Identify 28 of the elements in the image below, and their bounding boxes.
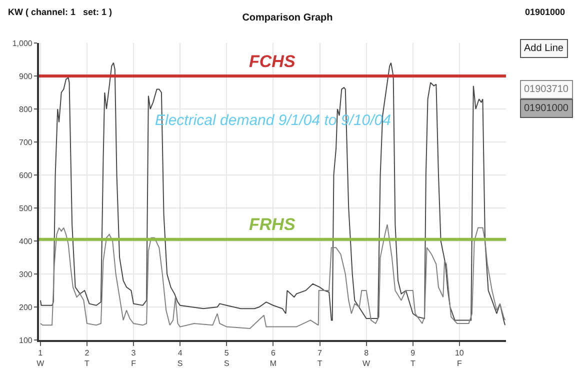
chart-title: Comparison Graph [242,12,333,24]
ref-line-label: FRHS [249,215,296,234]
x-tick-label: 6 M [270,348,277,368]
y-tick-label: 100 [19,336,33,345]
x-tick-label: 2 T [84,348,90,368]
x-tick-label: 5 S [224,348,230,368]
x-tick-label: 7 T [317,348,323,368]
y-tick-label: 900 [19,72,33,81]
y-tick-label: 700 [19,138,33,147]
x-tick-label: 3 F [131,348,136,368]
text: Add Line [524,43,564,54]
y-tick-label: 400 [19,236,33,246]
x-tick-label: 4 S [177,348,183,368]
x-tick-label: 8 W [362,348,371,368]
x-tick-label: 1 W [36,348,45,368]
y-axis-title: KW ( channel: 1 set: 1 ) [8,7,112,17]
text: 01901000 [525,7,566,17]
y-tick-label: 800 [19,104,33,114]
text: 01901000 [524,103,569,114]
x-tick-label: 9 T [410,348,416,368]
y-tick-label: 200 [19,302,33,312]
y-tick-label: 500 [19,204,33,213]
x-tick-label: 10 F [454,348,464,368]
y-tick-label: 1,000 [12,38,33,48]
y-tick-label: 600 [19,170,33,180]
text: 01903710 [524,84,569,95]
y-tick-label: 300 [19,270,33,279]
ref-line-label: FCHS [249,52,296,71]
